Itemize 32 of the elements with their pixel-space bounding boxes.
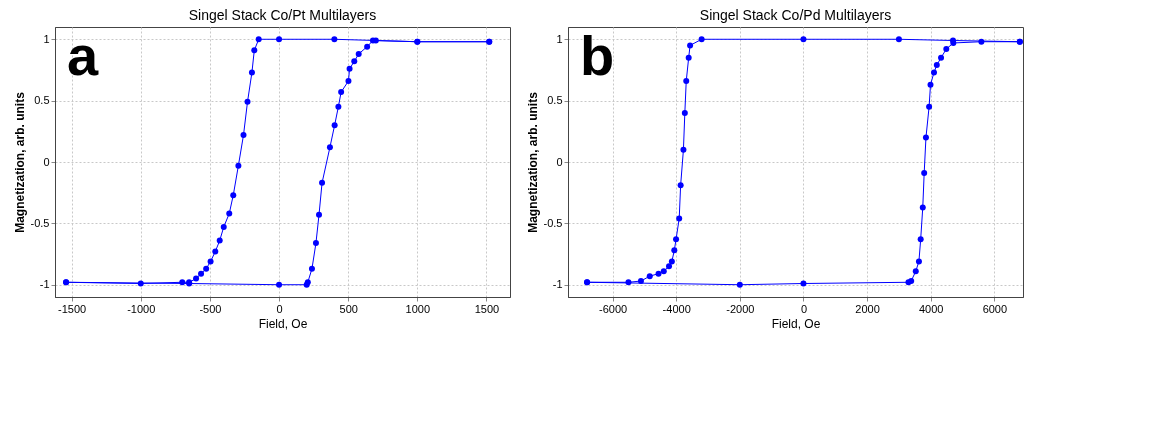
- x-tick-label: 1000: [405, 302, 431, 315]
- x-tick-label: -1000: [127, 302, 156, 315]
- chart-title: Singel Stack Co/Pt Multilayers: [188, 7, 377, 23]
- chart-title: Singel Stack Co/Pd Multilayers: [699, 7, 892, 23]
- annotation: a: [67, 24, 99, 87]
- x-tick-label: -2000: [726, 302, 755, 315]
- y-tick-label: -0.5: [543, 216, 563, 229]
- x-tick-label: -6000: [598, 302, 628, 315]
- annotation: b: [580, 24, 615, 87]
- x-tick-label: 2000: [855, 302, 880, 315]
- x-axis-title: Field, Oe: [258, 316, 308, 331]
- x-tick-label: 1500: [474, 302, 500, 315]
- y-tick-label: 1: [556, 32, 563, 45]
- x-tick-label: 0: [800, 302, 808, 315]
- x-tick-label: -500: [199, 302, 222, 315]
- y-tick-label: 0: [43, 155, 50, 168]
- y-tick-label: 0: [556, 155, 563, 168]
- y-tick-label: -0.5: [30, 216, 50, 229]
- y-tick-label: -1: [39, 278, 50, 291]
- x-tick-label: 0: [276, 302, 283, 315]
- x-axis-title: Field, Oe: [771, 316, 821, 331]
- y-axis-title: Magnetization, arb. units: [12, 91, 27, 233]
- x-tick-label: 6000: [982, 302, 1008, 315]
- y-tick-label: 0.5: [547, 94, 563, 107]
- x-tick-label: 4000: [918, 302, 944, 315]
- y-tick-label: -1: [552, 278, 563, 291]
- x-tick-label: 500: [339, 302, 358, 315]
- x-tick-label: -1500: [58, 302, 87, 315]
- y-tick-label: 0.5: [34, 94, 50, 107]
- x-tick-label: -4000: [662, 302, 691, 315]
- y-tick-label: 1: [43, 32, 50, 45]
- y-axis-title: Magnetization, arb. units: [525, 91, 540, 233]
